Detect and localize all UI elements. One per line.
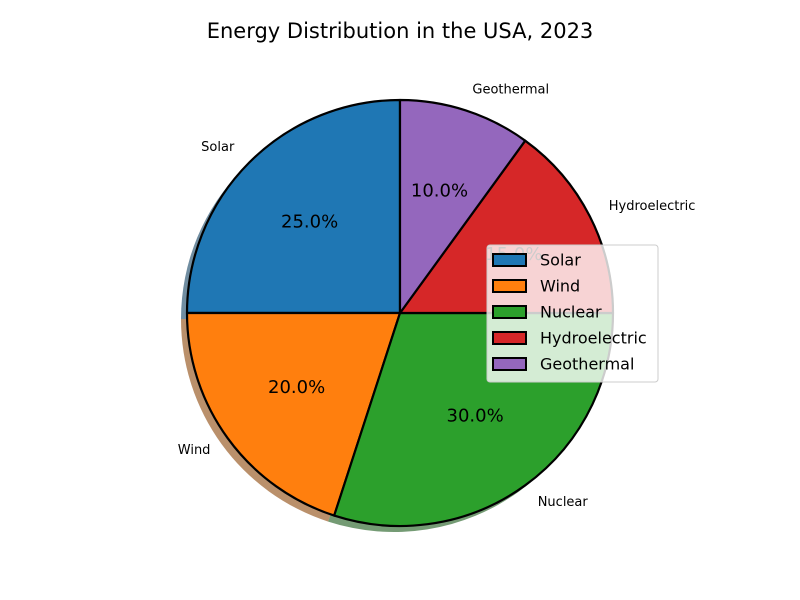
legend-swatch-solar: [492, 253, 527, 267]
category-label-geothermal: Geothermal: [472, 83, 549, 98]
category-label-nuclear: Nuclear: [538, 495, 589, 510]
legend-label-nuclear: Nuclear: [540, 303, 602, 322]
legend: Solar Wind Nuclear Hydroelectric Geothermal: [486, 244, 659, 383]
legend-swatch-nuclear: [492, 305, 527, 319]
legend-label-hydroelectric: Hydroelectric: [540, 329, 647, 348]
legend-swatch-hydroelectric: [492, 331, 527, 345]
chart-title: Energy Distribution in the USA, 2023: [207, 19, 594, 43]
percent-label-nuclear: 30.0%: [447, 405, 504, 426]
category-label-wind: Wind: [178, 443, 211, 458]
legend-label-wind: Wind: [540, 277, 580, 296]
slice-solar: [185, 98, 402, 315]
category-label-solar: Solar: [201, 140, 235, 155]
legend-label-solar: Solar: [540, 251, 581, 270]
category-label-hydroelectric: Hydroelectric: [609, 199, 696, 214]
slice-wind: [185, 311, 402, 517]
legend-box: [486, 244, 659, 383]
percent-label-solar: 25.0%: [281, 212, 338, 233]
percent-label-geothermal: 10.0%: [411, 180, 468, 201]
legend-label-geothermal: Geothermal: [540, 355, 634, 374]
slice-geothermal: [398, 98, 527, 315]
legend-swatch-wind: [492, 279, 527, 293]
percent-label-wind: 20.0%: [268, 377, 325, 398]
legend-swatch-geothermal: [492, 357, 527, 371]
